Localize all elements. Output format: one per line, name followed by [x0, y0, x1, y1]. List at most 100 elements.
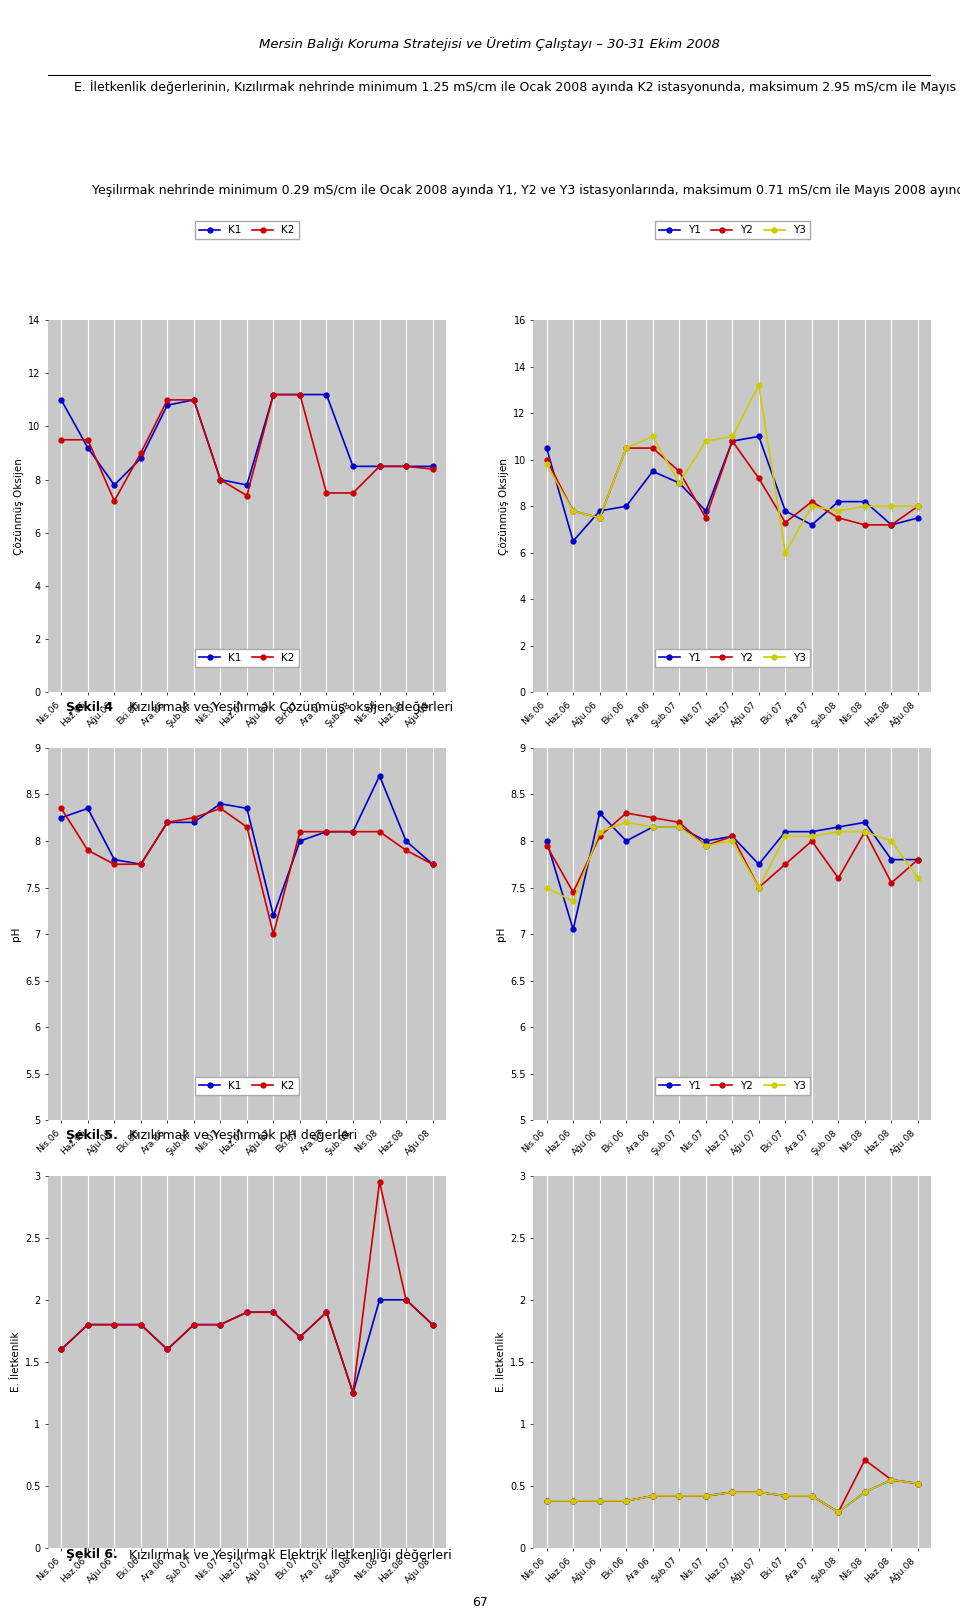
Y3 — [647, 427, 659, 446]
Y3 — [859, 821, 871, 841]
Text: Kızılırmak ve Yeşilırmak Çozünmüş oksijen değerleri: Kızılırmak ve Yeşilırmak Çozünmüş oksije… — [130, 700, 453, 713]
Y3 — [832, 1502, 844, 1522]
Y1 — [674, 474, 685, 493]
Y2 — [753, 469, 764, 488]
Y3 — [700, 432, 711, 451]
K1 — [373, 766, 385, 786]
Y3 — [727, 831, 738, 851]
Y1 — [727, 432, 738, 451]
K2 — [135, 854, 147, 873]
Y3 — [647, 1486, 659, 1505]
Y2 — [567, 1491, 579, 1510]
Legend: K1, K2: K1, K2 — [195, 222, 299, 239]
Text: Mersin Balığı Koruma Stratejisi ve Üretim Çalıştayı – 30-31 Ekim 2008: Mersin Balığı Koruma Stratejisi ve Üreti… — [259, 37, 720, 50]
Y2 — [912, 851, 924, 870]
Y3 — [567, 1491, 579, 1510]
Y1 — [540, 438, 552, 458]
Line: Y1: Y1 — [544, 1478, 921, 1515]
Y2 — [780, 1486, 791, 1505]
Y3 — [912, 496, 924, 516]
K1 — [82, 799, 93, 818]
K2 — [348, 1383, 359, 1402]
K2 — [373, 1172, 385, 1192]
Y1 — [594, 501, 606, 521]
Y1 — [620, 496, 632, 516]
Y2 — [832, 868, 844, 888]
Line: K2: K2 — [59, 1179, 435, 1395]
Line: K1: K1 — [59, 393, 435, 487]
Text: Yeşilırmak nehrinde minimum 0.29 mS/cm ile Ocak 2008 ayında Y1, Y2 ve Y3 istasyo: Yeşilırmak nehrinde minimum 0.29 mS/cm i… — [92, 183, 960, 197]
Y2 — [832, 508, 844, 527]
Y-axis label: pH: pH — [496, 927, 506, 941]
K1 — [400, 456, 412, 475]
Y3 — [620, 1491, 632, 1510]
Y1 — [859, 813, 871, 833]
Y2 — [886, 1470, 898, 1489]
Y1 — [886, 851, 898, 870]
Y2 — [859, 1450, 871, 1470]
Y2 — [806, 492, 818, 511]
Y2 — [647, 1486, 659, 1505]
Y1 — [700, 1486, 711, 1505]
Y3 — [806, 1486, 818, 1505]
Y2 — [727, 432, 738, 451]
Line: Y3: Y3 — [544, 1478, 921, 1515]
K2 — [321, 483, 332, 503]
Y3 — [780, 826, 791, 846]
Y3 — [859, 496, 871, 516]
K1 — [373, 456, 385, 475]
Y2 — [832, 1502, 844, 1522]
K1 — [188, 1315, 200, 1334]
K2 — [241, 487, 252, 506]
Line: Y1: Y1 — [544, 810, 921, 931]
Y3 — [540, 1491, 552, 1510]
K2 — [82, 430, 93, 450]
Y1 — [594, 1491, 606, 1510]
K1 — [135, 448, 147, 467]
K1 — [241, 799, 252, 818]
Y3 — [886, 1470, 898, 1489]
K2 — [161, 1340, 173, 1360]
Y2 — [594, 508, 606, 527]
Line: K2: K2 — [59, 805, 435, 936]
K1 — [161, 1340, 173, 1360]
Y1 — [832, 492, 844, 511]
Y1 — [832, 1502, 844, 1522]
Y2 — [886, 873, 898, 893]
K2 — [268, 385, 279, 404]
Line: K1: K1 — [59, 1297, 435, 1395]
Y2 — [753, 878, 764, 897]
Line: Y3: Y3 — [544, 820, 921, 904]
Y1 — [674, 1486, 685, 1505]
Y2 — [727, 1483, 738, 1502]
K1 — [82, 1315, 93, 1334]
Y1 — [620, 1491, 632, 1510]
Y3 — [674, 817, 685, 836]
K2 — [241, 817, 252, 836]
Y1 — [540, 831, 552, 851]
Y2 — [567, 501, 579, 521]
Y1 — [780, 1486, 791, 1505]
K1 — [82, 438, 93, 458]
K1 — [215, 471, 227, 490]
Text: Şekil 4: Şekil 4 — [65, 700, 112, 713]
Y2 — [780, 854, 791, 873]
K2 — [400, 456, 412, 475]
Y2 — [727, 826, 738, 846]
K2 — [348, 483, 359, 503]
K1 — [135, 854, 147, 873]
Legend: Y1, Y2, Y3: Y1, Y2, Y3 — [655, 648, 810, 668]
K2 — [373, 456, 385, 475]
K2 — [294, 821, 305, 841]
K2 — [241, 1303, 252, 1323]
Y3 — [886, 496, 898, 516]
Text: Kızılırmak ve Yeşilırmak Elektrik İletkenliği değerleri: Kızılırmak ve Yeşilırmak Elektrik İletke… — [130, 1549, 452, 1562]
K1 — [56, 1340, 67, 1360]
K1 — [427, 1315, 439, 1334]
Text: 67: 67 — [472, 1596, 488, 1609]
K2 — [188, 1315, 200, 1334]
Y3 — [620, 438, 632, 458]
Y1 — [886, 1470, 898, 1489]
Y2 — [540, 450, 552, 469]
K1 — [400, 831, 412, 851]
